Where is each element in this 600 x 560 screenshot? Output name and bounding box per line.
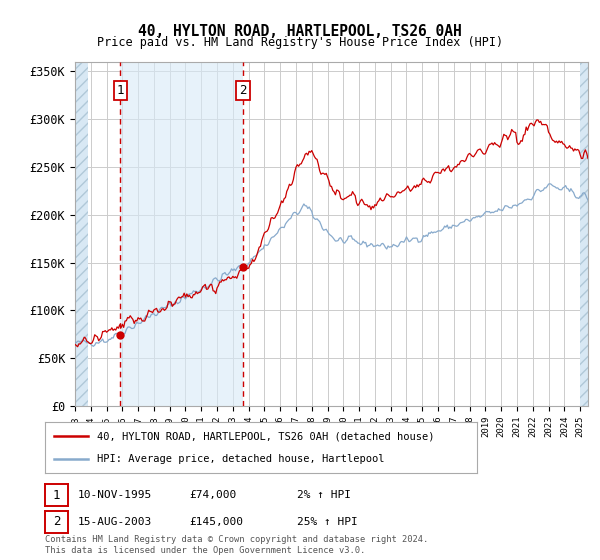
Text: 1: 1 [53,488,60,502]
Text: £145,000: £145,000 [189,517,243,527]
Text: 15-AUG-2003: 15-AUG-2003 [78,517,152,527]
Text: 2: 2 [239,84,247,97]
Text: 40, HYLTON ROAD, HARTLEPOOL, TS26 0AH (detached house): 40, HYLTON ROAD, HARTLEPOOL, TS26 0AH (d… [97,431,434,441]
Bar [580,62,588,406]
Text: HPI: Average price, detached house, Hartlepool: HPI: Average price, detached house, Hart… [97,454,385,464]
Text: 40, HYLTON ROAD, HARTLEPOOL, TS26 0AH: 40, HYLTON ROAD, HARTLEPOOL, TS26 0AH [138,24,462,39]
Text: 2: 2 [53,515,60,529]
Text: £74,000: £74,000 [189,490,236,500]
Text: 2% ↑ HPI: 2% ↑ HPI [297,490,351,500]
Text: 1: 1 [116,84,124,97]
Bar [75,62,88,406]
Text: 25% ↑ HPI: 25% ↑ HPI [297,517,358,527]
Text: Price paid vs. HM Land Registry's House Price Index (HPI): Price paid vs. HM Land Registry's House … [97,36,503,49]
Text: Contains HM Land Registry data © Crown copyright and database right 2024.
This d: Contains HM Land Registry data © Crown c… [45,535,428,555]
Text: 10-NOV-1995: 10-NOV-1995 [78,490,152,500]
Bar [121,62,243,406]
